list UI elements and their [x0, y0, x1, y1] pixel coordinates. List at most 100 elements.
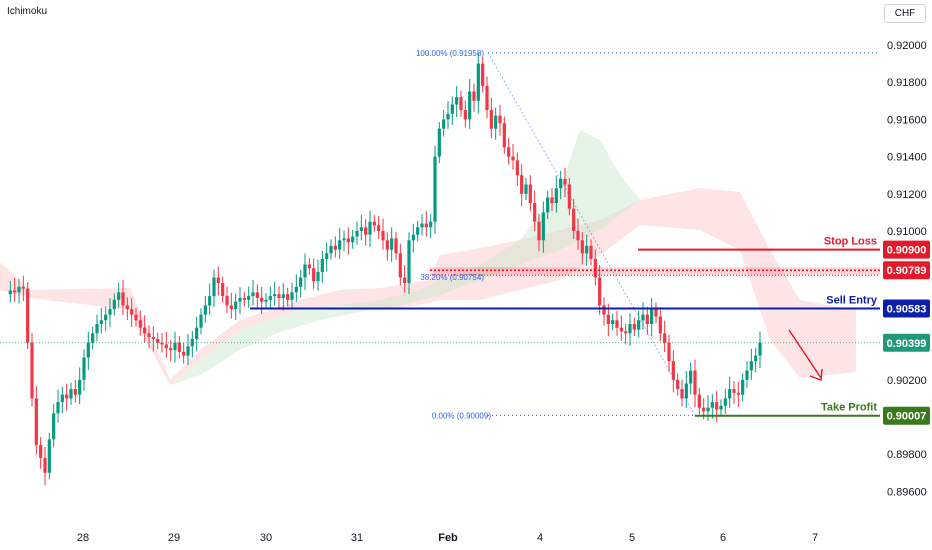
price-tick-label: 0.91600	[887, 114, 927, 126]
candle-body	[550, 197, 554, 204]
fib-382-label: 38.20% (0.90754)	[420, 273, 484, 282]
candle-body	[43, 457, 47, 473]
candle-body	[177, 342, 181, 352]
candle-body	[684, 383, 688, 399]
stop-loss-value: 0.90900	[887, 245, 927, 257]
candle-body	[281, 294, 285, 298]
currency-button[interactable]: CHF	[884, 4, 926, 23]
current-price-tag	[883, 333, 930, 352]
candle-body	[416, 227, 420, 235]
candle-body	[658, 316, 662, 334]
candle-body	[563, 178, 567, 185]
candle-body	[264, 299, 268, 302]
stop-loss-tag	[883, 240, 930, 259]
candle-body	[199, 314, 203, 328]
candle-body	[511, 156, 515, 161]
indicator-label: Ichimoku	[7, 6, 48, 17]
cloud-bullish	[170, 130, 640, 385]
date-tick-label: 7	[812, 532, 818, 544]
candle-body	[407, 240, 411, 284]
price-tick-label: 0.90200	[887, 375, 927, 387]
candle-body	[645, 314, 649, 324]
annotations: 100.00% (0.91958) 38.20% (0.90754) 0.00% (…	[0, 49, 880, 420]
resistance-value: 0.90789	[887, 265, 927, 277]
candle-body	[420, 223, 424, 228]
candle-body	[86, 342, 90, 358]
candle-body	[485, 85, 489, 111]
price-tick-label: 0.89600	[887, 486, 927, 498]
price-tick-label: 0.89800	[887, 449, 927, 461]
candle-body	[489, 110, 493, 129]
candle-body	[754, 355, 758, 362]
date-tick-label: 5	[629, 532, 635, 544]
candle-body	[268, 296, 272, 300]
candle-body	[606, 314, 610, 324]
candle-body	[329, 245, 333, 254]
candle-body	[30, 342, 34, 399]
candle-body	[134, 314, 138, 321]
ichimoku-cloud	[0, 130, 856, 385]
candle-body	[424, 223, 428, 228]
candle-body	[654, 309, 658, 317]
price-axis: 0.92000 0.91800 0.91600 0.91400 0.91200 0.910…	[883, 40, 930, 498]
candle-body	[758, 342, 762, 356]
sell-entry-label: Sell Entry	[826, 295, 878, 307]
candle-body	[294, 286, 298, 293]
candle-body	[47, 439, 51, 473]
candle-body	[507, 147, 511, 157]
candle-body	[229, 305, 233, 310]
resistance-tag	[883, 261, 930, 280]
candle-body	[8, 290, 12, 295]
fib-0-label: 0.00% (0.90009)	[432, 411, 491, 420]
candle-body	[39, 444, 43, 458]
candle-body	[338, 240, 342, 250]
candle-body	[433, 156, 437, 222]
candle-body	[160, 342, 164, 345]
candle-body	[533, 203, 537, 222]
candle-body	[450, 104, 454, 114]
candle-body	[615, 320, 619, 328]
candle-body	[242, 297, 246, 300]
candle-body	[619, 327, 623, 332]
candle-body	[403, 277, 407, 284]
candle-body	[290, 292, 294, 300]
candle-body	[719, 405, 723, 410]
candle-body	[728, 389, 732, 399]
candle-body	[602, 305, 606, 315]
candle-body	[260, 297, 264, 302]
candle-body	[182, 351, 186, 356]
price-tick-label: 0.91000	[887, 226, 927, 238]
candle-body	[299, 277, 303, 287]
price-tick-label: 0.91800	[887, 77, 927, 89]
candle-body	[697, 394, 701, 408]
candle-body	[56, 402, 60, 414]
candle-body	[385, 240, 389, 250]
sell-entry-tag	[883, 299, 930, 318]
candle-body	[641, 314, 645, 321]
candle-body	[34, 398, 38, 445]
candle-body	[173, 342, 177, 351]
time-axis: 28 29 30 31 Feb 4 5 6 7	[77, 532, 818, 544]
candle-body	[216, 277, 220, 284]
candle-body	[667, 342, 671, 362]
candle-body	[572, 208, 576, 231]
candle-body	[104, 314, 108, 321]
candle-body	[143, 327, 147, 334]
date-tick-label: 31	[351, 532, 363, 544]
candle-body	[498, 115, 502, 124]
date-tick-label: Feb	[438, 532, 458, 544]
candle-body	[108, 309, 112, 315]
price-tick-label: 0.91200	[887, 189, 927, 201]
candle-body	[60, 394, 64, 403]
candle-body	[559, 178, 563, 189]
candle-body	[208, 296, 212, 306]
candle-body	[693, 370, 697, 395]
candle-body	[515, 160, 519, 176]
candle-body	[459, 97, 463, 111]
candle-body	[355, 231, 359, 237]
candle-body	[394, 238, 398, 254]
candle-body	[472, 91, 476, 101]
cloud-bearish	[0, 188, 856, 385]
candle-body	[437, 128, 441, 157]
